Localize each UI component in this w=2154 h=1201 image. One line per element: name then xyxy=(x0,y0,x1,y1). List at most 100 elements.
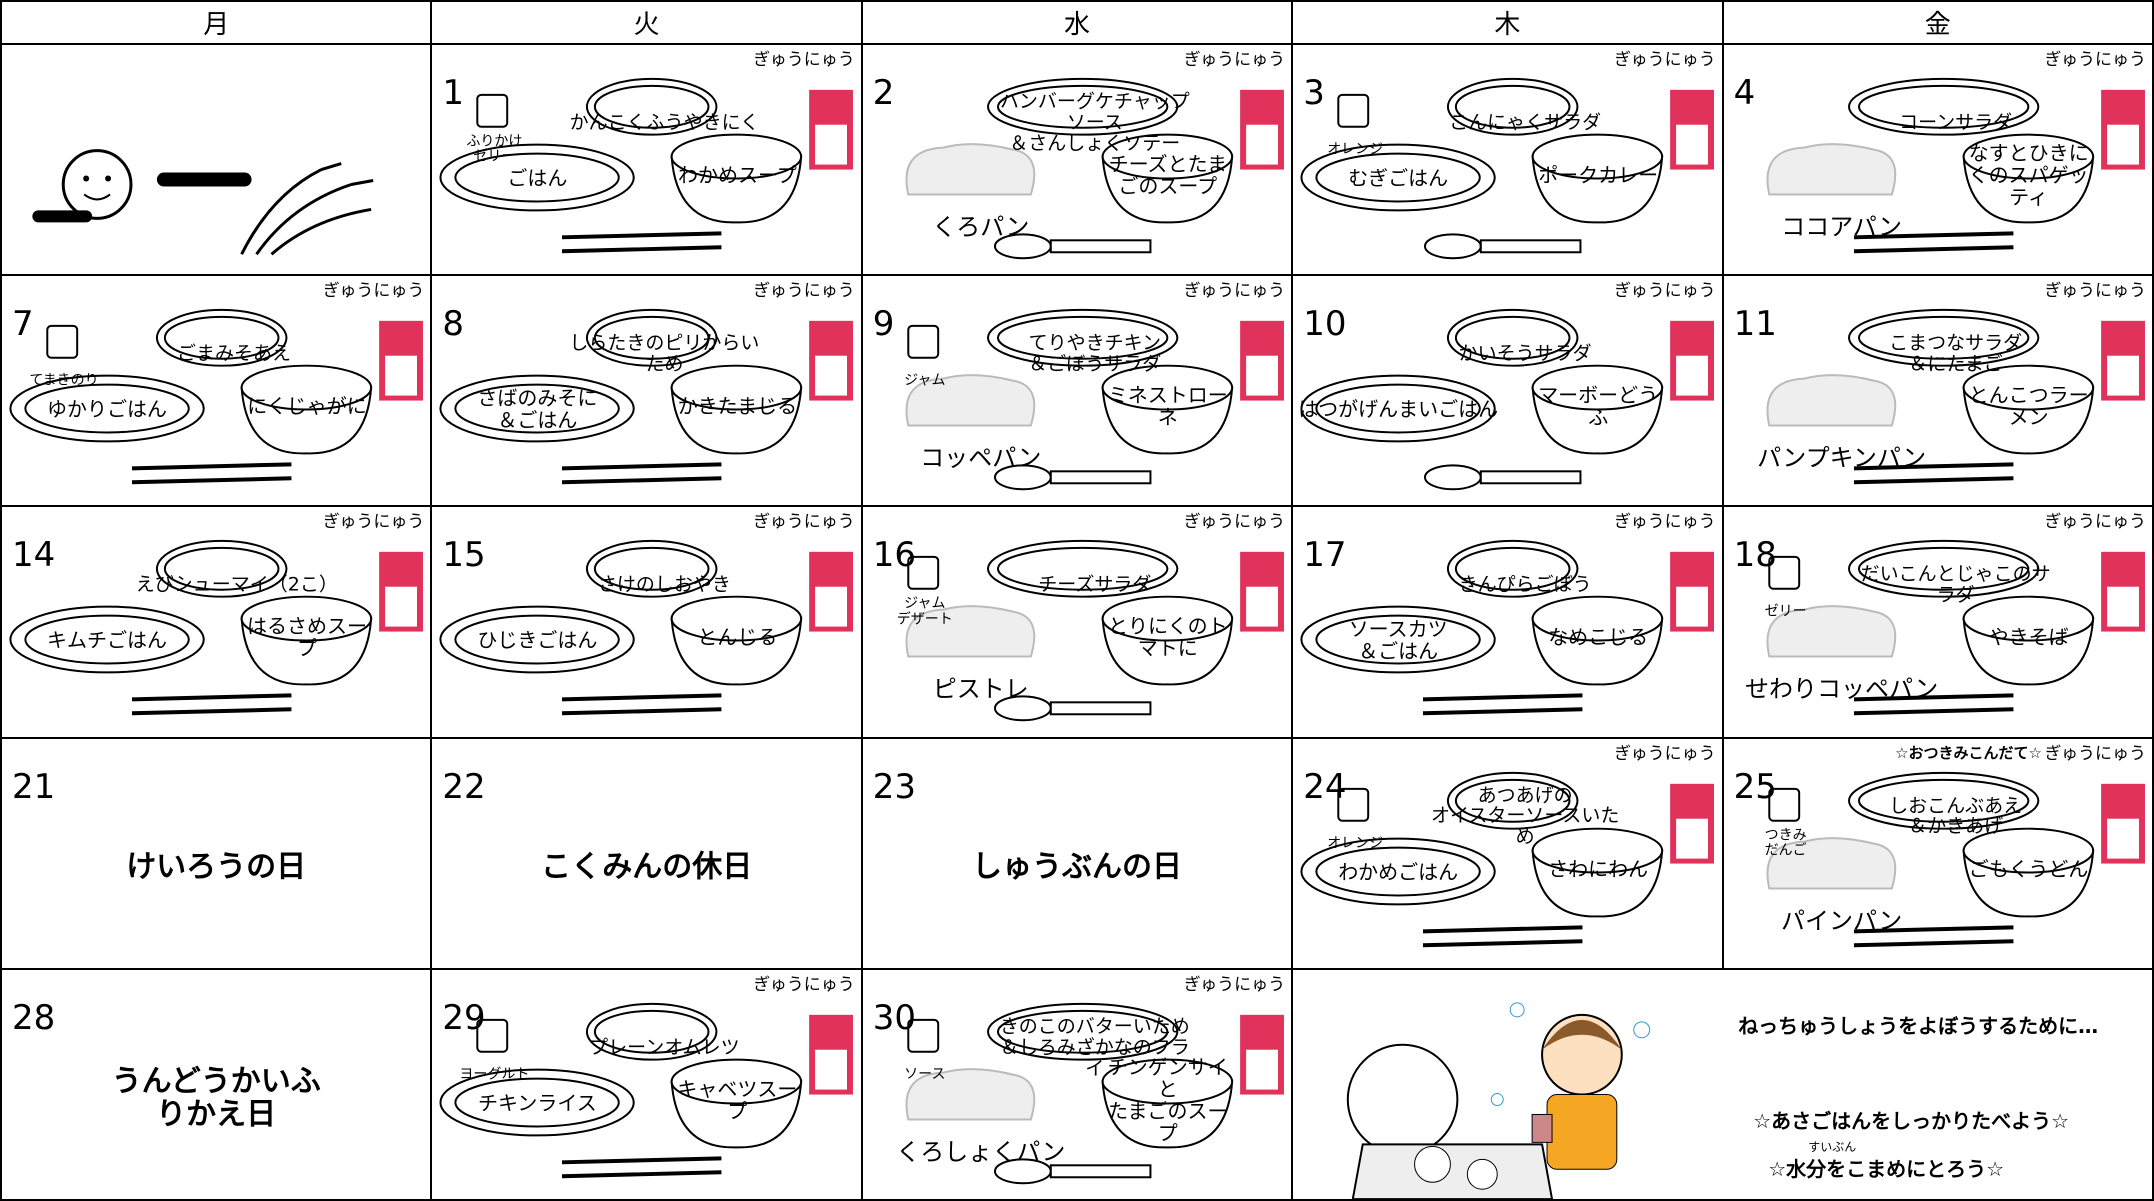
chopsticks xyxy=(1853,245,2014,254)
chopsticks xyxy=(562,1170,722,1179)
right-label: マーボーどうふ xyxy=(1538,383,1659,430)
tableware xyxy=(9,309,423,485)
chopsticks xyxy=(562,462,722,471)
bowl xyxy=(1962,596,2094,642)
milk-label: ぎゅうにゅう xyxy=(1614,743,1716,764)
day-number: 17 xyxy=(1303,535,1347,576)
chopsticks xyxy=(131,707,292,716)
left-label: さばのみそに ＆ごはん xyxy=(477,386,598,433)
tableware xyxy=(905,309,1284,491)
bowl xyxy=(1101,364,1233,411)
top-label: ごまみそあえ xyxy=(176,342,292,365)
extra-label: ゼリー xyxy=(1764,603,1807,620)
day-cell: 23 しゅうぶんの日 xyxy=(862,738,1292,968)
bowl xyxy=(671,1058,803,1105)
extra-label: ソース xyxy=(904,1066,946,1083)
milk-carton xyxy=(1676,818,1709,859)
left-label: ひじきごはん xyxy=(477,628,598,653)
chopsticks xyxy=(562,707,722,716)
milk-carton xyxy=(2106,124,2139,165)
extra-icon xyxy=(1767,556,1800,591)
holiday-label: うんどうかいふりかえ日 xyxy=(111,1064,321,1133)
bowl xyxy=(1101,596,1233,642)
milk-label: ぎゅうにゅう xyxy=(1183,512,1286,533)
weekday-header: 月 xyxy=(2,2,431,43)
extra-label: てまきのり xyxy=(29,372,99,389)
plate xyxy=(1315,615,1481,665)
message-heading: ねっちゅうしょうをよぼうするために… xyxy=(1738,1013,2099,1038)
extra-label: オレンジ xyxy=(1327,141,1384,158)
plate xyxy=(454,615,621,665)
bread xyxy=(905,143,1035,196)
holiday-label: けいろうの日 xyxy=(126,849,307,885)
chopsticks xyxy=(1853,938,2014,947)
day-cell: 17 ぎゅうにゅう きんぴらごぼう ソースカツ ＆ごはん なめこじる xyxy=(1293,507,1722,737)
right-label: かきたまじる xyxy=(677,394,798,419)
bowl xyxy=(1531,364,1664,411)
bowl xyxy=(1531,827,1664,874)
plate xyxy=(1315,846,1481,897)
milk-label: ぎゅうにゅう xyxy=(1183,50,1286,70)
day-cell: 3 ぎゅうにゅう こんにゃくサラダ むぎごはん ポークカレー オレンジ xyxy=(1293,45,1722,275)
bowl xyxy=(1962,827,2094,874)
milk-label: ぎゅうにゅう xyxy=(1614,281,1716,302)
day-number: 9 xyxy=(872,304,895,345)
right-label: キャベツスープ xyxy=(677,1076,798,1123)
day-cell: 8 ぎゅうにゅう しらたきのピリからいため さばのみそに ＆ごはん かきたまじる xyxy=(432,276,861,506)
day-cell: 4 ぎゅうにゅうコーンサラダなすとひきにくのスパゲッティココアパン xyxy=(1723,45,2152,275)
spoon xyxy=(1049,470,1152,485)
milk-carton xyxy=(1676,355,1709,396)
day-number: 3 xyxy=(1303,73,1325,113)
tableware xyxy=(905,77,1284,260)
day-number: 14 xyxy=(12,535,56,576)
weekday-header: 火 xyxy=(432,2,861,43)
milk-label: ぎゅうにゅう xyxy=(753,281,855,302)
dish xyxy=(1455,84,1571,129)
spoon xyxy=(1479,470,1582,485)
bread xyxy=(1766,836,1896,890)
dish xyxy=(594,1009,710,1054)
tableware xyxy=(1300,540,1715,716)
bread-label: ココアパン xyxy=(1781,212,1902,241)
top-label: しらたきのピリからいため xyxy=(569,332,760,376)
milk-carton xyxy=(2106,355,2139,396)
weekday-header: 金 xyxy=(1723,2,2152,43)
day-cell: 29 ぎゅうにゅう プレーンオムレツ チキンライス キャベツスープ ヨーグルト xyxy=(432,969,861,1199)
chopsticks xyxy=(562,231,722,240)
milk-label: ぎゅうにゅう xyxy=(2044,512,2146,533)
left-label: わかめごはん xyxy=(1338,859,1459,884)
spoon xyxy=(1479,239,1582,254)
milk-label: ぎゅうにゅう xyxy=(2044,743,2146,764)
day-cell: 30 ぎゅうにゅう きのこのバターいため ＆しろみざかなのフライ チンゲンサイと たま… xyxy=(862,969,1292,1199)
tableware xyxy=(439,540,854,716)
day-cell: 2 ぎゅうにゅう ハンバーグケチャップソース ＆さんしょくソテー チーズとたまごのスー… xyxy=(862,45,1292,275)
right-label: なすとひきにくのスパゲッティ xyxy=(1968,141,2089,209)
milk-label: ぎゅうにゅう xyxy=(2044,50,2146,70)
day-cell: 10 ぎゅうにゅう かいそうサラダ はつがげんまいごはん マーボーどうふ xyxy=(1293,276,1722,506)
right-label: なめこじる xyxy=(1548,625,1649,650)
chopsticks xyxy=(1853,707,2014,716)
chopsticks xyxy=(562,476,722,485)
right-label: わかめスープ xyxy=(677,163,797,187)
bowl xyxy=(1531,133,1664,180)
day-number: 4 xyxy=(1733,73,1756,113)
dish xyxy=(594,547,710,592)
day-number: 28 xyxy=(12,997,56,1038)
top-label: てりやきチキン ＆ごぼうサラダ xyxy=(1028,332,1162,376)
extra-label: つきみ だんご xyxy=(1764,827,1807,859)
bread-label: せわりコッペパン xyxy=(1744,675,1939,704)
chopsticks xyxy=(1853,231,2014,240)
top-label: コーンサラダ xyxy=(1899,111,2013,134)
right-label: チーズとたまごのスープ xyxy=(1108,152,1227,198)
day-number: 11 xyxy=(1733,304,1777,345)
day-number: 24 xyxy=(1303,766,1347,807)
day-number: 2 xyxy=(872,73,895,113)
chopsticks xyxy=(1853,693,2014,702)
chopsticks xyxy=(1423,938,1583,947)
right-label: はるさめスープ xyxy=(246,614,367,661)
moon-illustration xyxy=(32,149,374,256)
milk-carton xyxy=(1245,355,1278,396)
tableware xyxy=(1766,309,2145,485)
left-label: はつがげんまいごはん xyxy=(1298,397,1499,422)
